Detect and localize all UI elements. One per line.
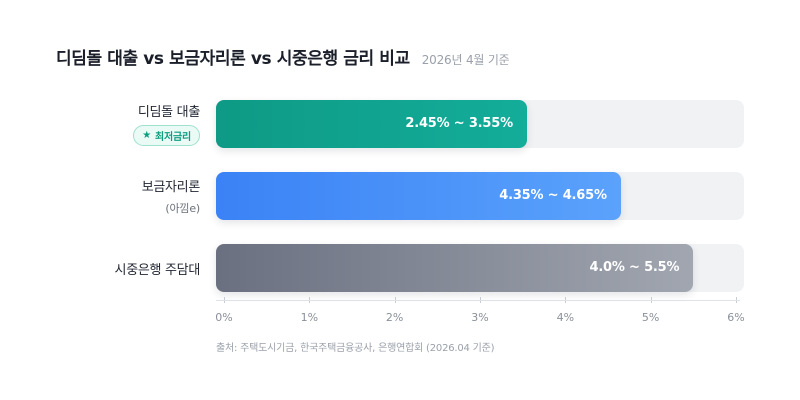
x-tick-label: 5% — [641, 311, 660, 324]
row-label-didimdol: 디딤돌 대출 ★ 최저금리 — [133, 101, 200, 146]
row-label-bogeumjari: 보금자리론 (아낌e) — [141, 176, 201, 216]
x-tick-label: 3% — [471, 311, 489, 324]
lowest-rate-badge: ★ 최저금리 — [133, 125, 200, 146]
category-sublabel: (아낌e) — [165, 202, 200, 215]
badge-label: 최저금리 — [155, 132, 191, 143]
x-tick-label: 0% — [215, 311, 233, 324]
bar-bank — [216, 244, 694, 292]
x-axis-line — [216, 300, 740, 301]
star-icon: ★ — [142, 130, 151, 141]
chart-subtitle: 2026년 4월 기준 — [421, 53, 510, 67]
bar-value-label: 4.0% ~ 5.5% — [589, 260, 680, 275]
x-tick-label: 2% — [385, 311, 404, 324]
bar-value-label: 4.35% ~ 4.65% — [499, 188, 607, 203]
row-label-bank: 시중은행 주담대 — [114, 259, 201, 278]
x-tick-label: 6% — [727, 311, 745, 324]
chart-title: 디딤돌 대출 vs 보금자리론 vs 시중은행 금리 비교 — [56, 49, 410, 69]
bar-didimdol — [216, 100, 527, 148]
category-label: 보금자리론 — [141, 180, 201, 195]
category-label: 디딤돌 대출 — [137, 105, 200, 120]
bar-bogeumjari — [216, 172, 621, 220]
title-row: 디딤돌 대출 vs 보금자리론 vs 시중은행 금리 비교 2026년 4월 기… — [56, 44, 510, 69]
x-tick-label: 1% — [300, 311, 319, 324]
x-tick-label: 4% — [556, 311, 575, 324]
category-label: 시중은행 주담대 — [114, 263, 201, 278]
source-note: 출처: 주택도시기금, 한국주택금융공사, 은행연합회 (2026.04 기준) — [216, 343, 495, 354]
bar-value-label: 2.45% ~ 3.55% — [405, 116, 513, 131]
